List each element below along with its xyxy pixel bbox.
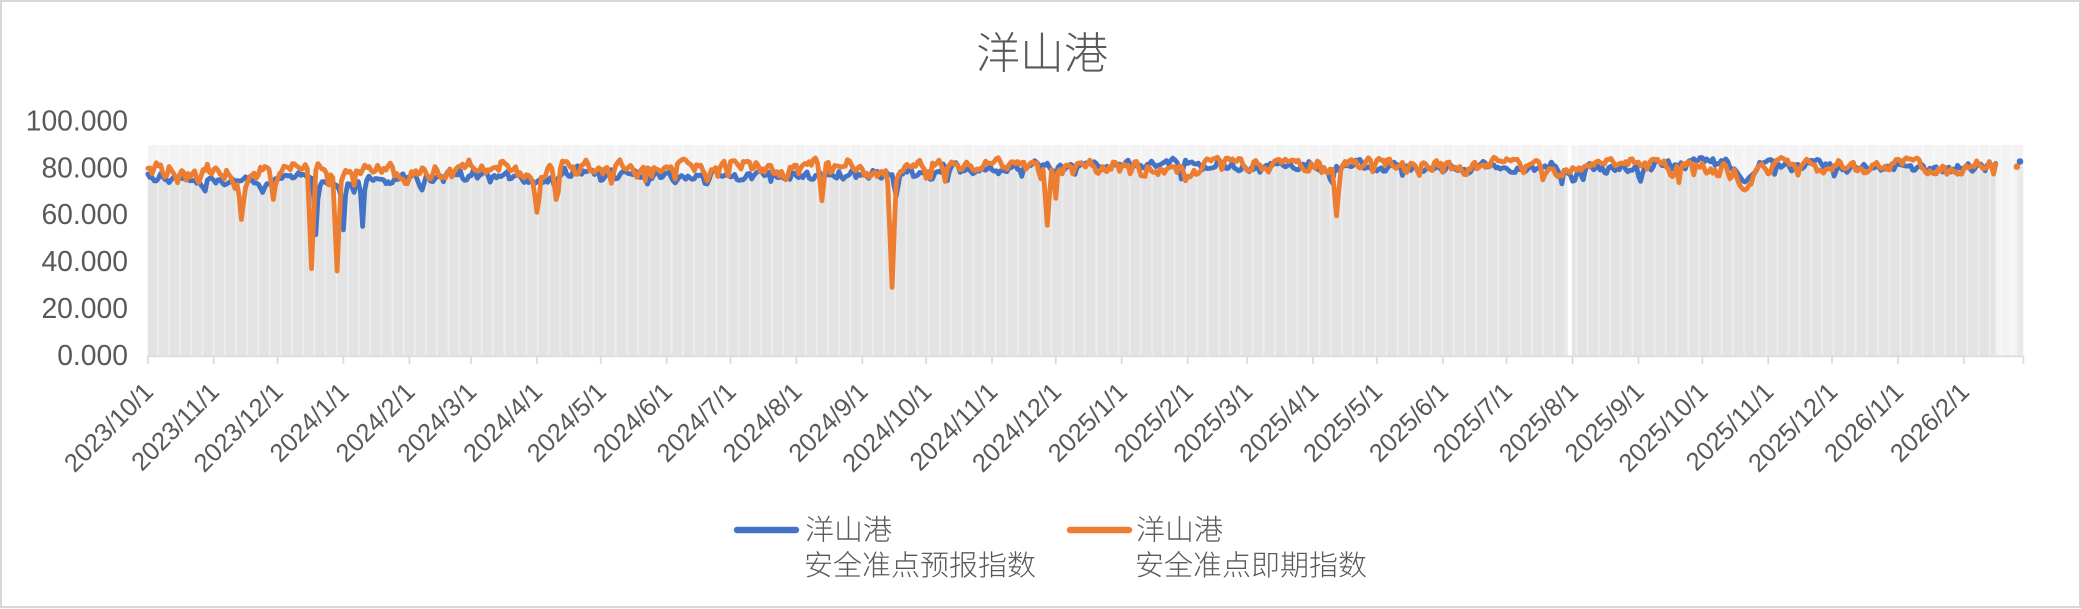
svg-text:20.000: 20.000 <box>41 292 128 324</box>
svg-text:100.000: 100.000 <box>26 105 128 137</box>
svg-text:40.000: 40.000 <box>41 245 128 277</box>
svg-text:60.000: 60.000 <box>41 198 128 230</box>
svg-text:0.000: 0.000 <box>57 339 128 371</box>
svg-text:80.000: 80.000 <box>41 151 128 183</box>
